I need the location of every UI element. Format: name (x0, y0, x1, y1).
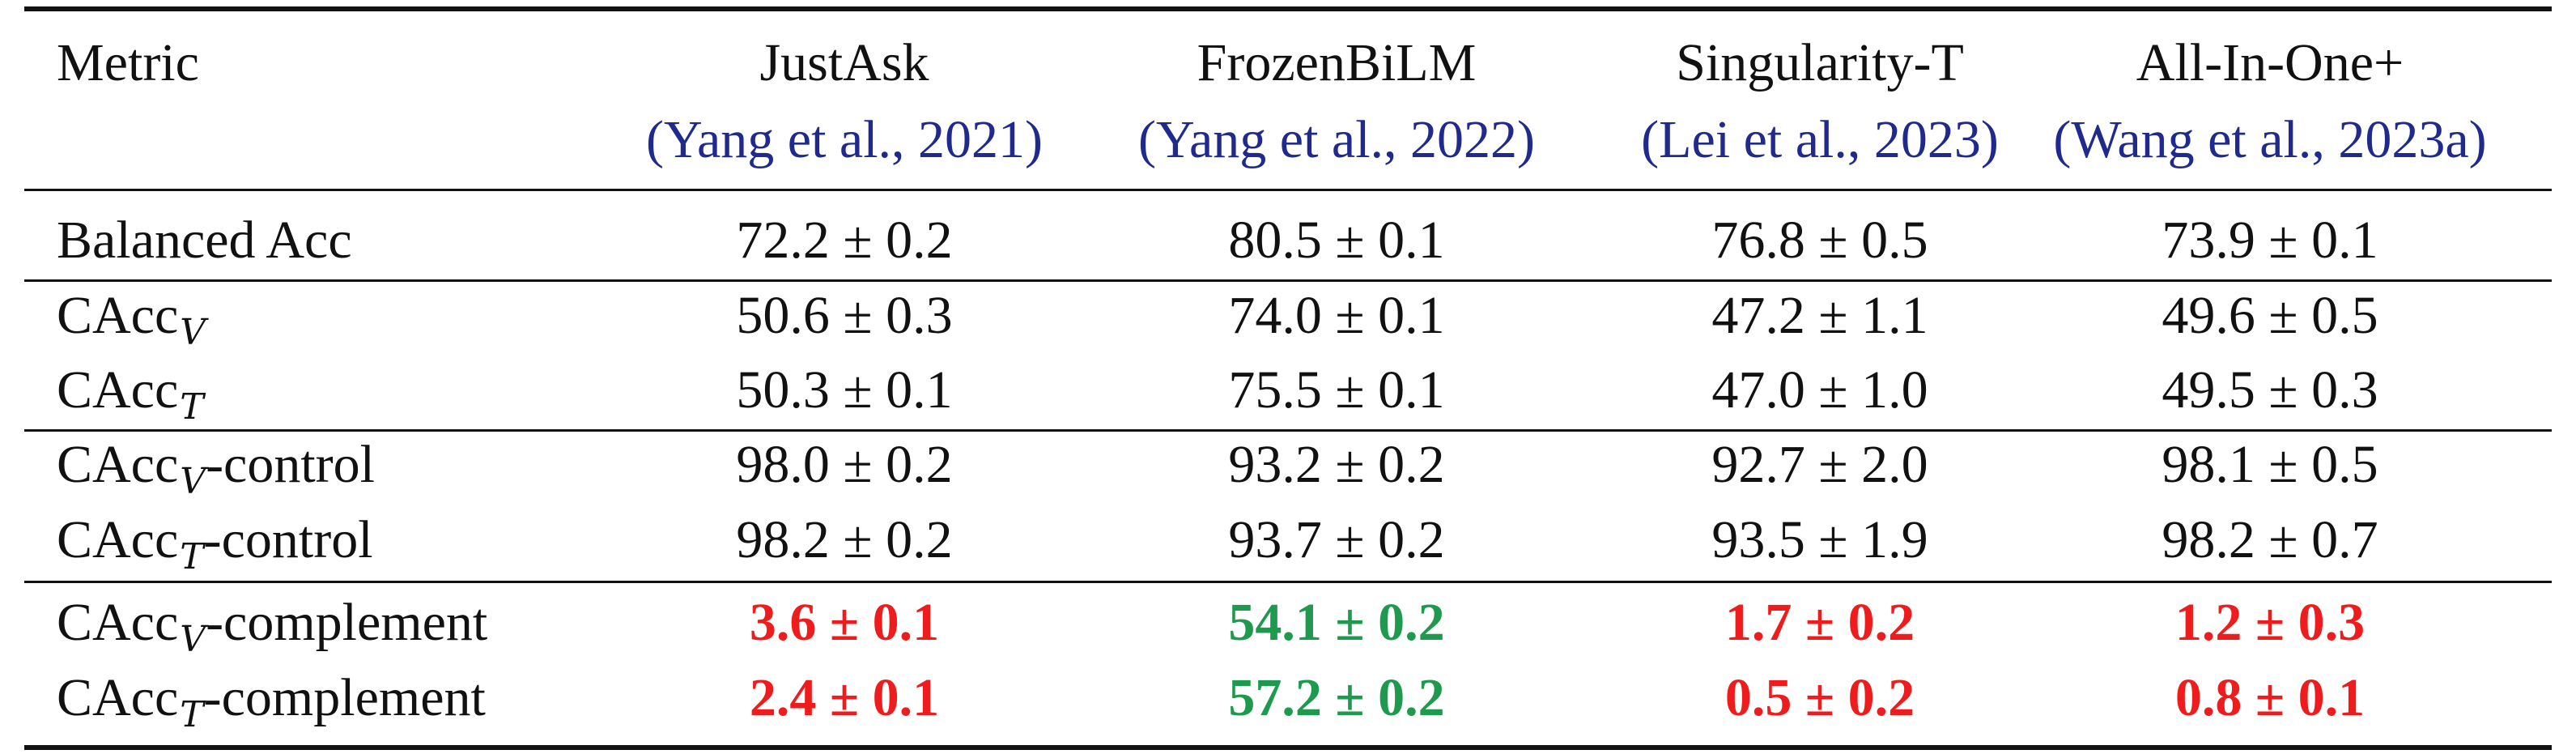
row-label-base: Balanced Acc (57, 211, 352, 270)
header-model-citation[interactable]: (Yang et al., 2022) (1137, 110, 1536, 169)
group-rule-2 (24, 429, 2552, 432)
row-label: CAccT-control (57, 510, 373, 575)
table-cell: 80.5 ± 0.1 (1228, 211, 1445, 270)
table-cell: 1.2 ± 0.3 (2174, 593, 2366, 652)
table-cell: 73.9 ± 0.1 (2162, 211, 2378, 270)
table-cell: 3.6 ± 0.1 (749, 593, 940, 652)
row-label-suffix: -complement (206, 593, 488, 652)
table-cell: 98.0 ± 0.2 (736, 435, 953, 494)
top-rule (24, 6, 2552, 11)
row-label-base: CAcc (57, 593, 179, 652)
row-label-subscript: V (180, 619, 206, 660)
table-cell: 98.2 ± 0.7 (2162, 510, 2378, 569)
header-model-name: All-In-One+ (2136, 33, 2404, 92)
table-cell: 76.8 ± 0.5 (1711, 211, 1928, 270)
group-rule-1 (24, 279, 2552, 282)
header-model-name: Singularity-T (1676, 33, 1964, 92)
row-label-base: CAcc (57, 435, 179, 494)
row-label-suffix: -control (203, 510, 373, 569)
table-cell: 98.1 ± 0.5 (2162, 435, 2378, 494)
table-cell: 54.1 ± 0.2 (1228, 593, 1445, 652)
header-rule (24, 189, 2552, 191)
table-cell: 57.2 ± 0.2 (1228, 668, 1445, 727)
table-cell: 1.7 ± 0.2 (1724, 593, 1915, 652)
row-label-base: CAcc (57, 286, 179, 345)
row-label-subscript: V (180, 461, 206, 502)
row-label-suffix: -control (206, 435, 375, 494)
table-cell: 72.2 ± 0.2 (736, 211, 953, 270)
table-cell: 98.2 ± 0.2 (736, 510, 953, 569)
row-label-suffix: -complement (203, 668, 486, 727)
row-label-subscript: T (180, 536, 204, 577)
table-cell: 50.6 ± 0.3 (736, 286, 953, 345)
row-label-subscript: V (180, 312, 206, 353)
row-label: CAccT (57, 364, 204, 425)
bottom-rule (24, 745, 2552, 750)
table-cell: 93.5 ± 1.9 (1711, 510, 1928, 569)
table-cell: 47.0 ± 1.0 (1711, 360, 1928, 420)
row-label: CAccV-control (57, 435, 375, 500)
table-cell: 50.3 ± 0.1 (736, 360, 953, 420)
row-label-base: CAcc (57, 668, 179, 727)
header-model-citation[interactable]: (Wang et al., 2023a) (2053, 110, 2487, 169)
header-model-name: JustAsk (759, 33, 929, 92)
row-label-base: CAcc (57, 510, 179, 569)
table-cell: 49.6 ± 0.5 (2162, 286, 2378, 345)
table-cell: 93.7 ± 0.2 (1228, 510, 1445, 569)
table-cell: 74.0 ± 0.1 (1228, 286, 1445, 345)
row-label: CAccV (57, 286, 206, 351)
group-rule-3 (24, 581, 2552, 583)
row-label: CAccV-complement (57, 593, 488, 658)
table-cell: 49.5 ± 0.3 (2162, 360, 2378, 420)
row-label-subscript: T (180, 694, 204, 735)
table-cell: 0.8 ± 0.1 (2174, 668, 2366, 727)
header-model-citation[interactable]: (Lei et al., 2023) (1641, 110, 1999, 169)
row-label-base: CAcc (57, 360, 179, 420)
row-label-subscript: T (180, 386, 204, 428)
header-model-name: FrozenBiLM (1197, 33, 1477, 92)
header-model-citation[interactable]: (Yang et al., 2021) (645, 110, 1044, 169)
row-label: CAccT-complement (57, 668, 486, 733)
row-label: Balanced Acc (57, 214, 352, 267)
table-cell: 92.7 ± 2.0 (1711, 435, 1928, 494)
table-cell: 75.5 ± 0.1 (1228, 360, 1445, 420)
table-cell: 93.2 ± 0.2 (1228, 435, 1445, 494)
header-metric: Metric (57, 33, 199, 92)
table-cell: 0.5 ± 0.2 (1724, 668, 1915, 727)
table-cell: 47.2 ± 1.1 (1711, 286, 1928, 345)
table-cell: 2.4 ± 0.1 (749, 668, 940, 727)
